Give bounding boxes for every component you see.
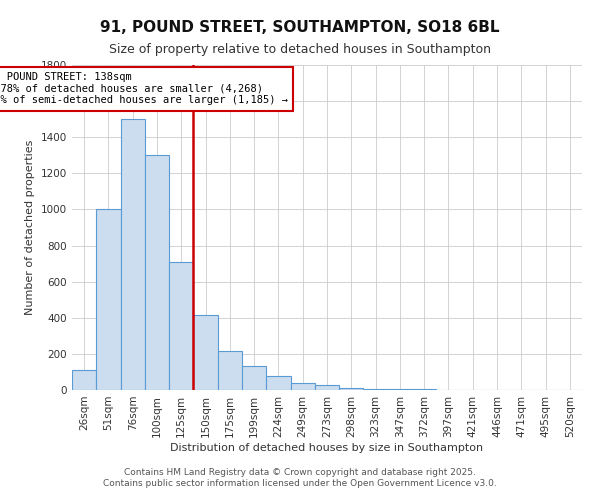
Bar [218, 351, 242, 390]
Text: 91 POUND STREET: 138sqm
← 78% of detached houses are smaller (4,268)
22% of semi: 91 POUND STREET: 138sqm ← 78% of detache… [0, 72, 287, 106]
Text: Size of property relative to detached houses in Southampton: Size of property relative to detached ho… [109, 42, 491, 56]
Bar [339, 388, 364, 390]
X-axis label: Distribution of detached houses by size in Southampton: Distribution of detached houses by size … [170, 442, 484, 452]
Bar [145, 156, 169, 390]
Y-axis label: Number of detached properties: Number of detached properties [25, 140, 35, 315]
Bar [388, 389, 412, 390]
Bar [96, 210, 121, 390]
Bar [242, 366, 266, 390]
Bar [266, 376, 290, 390]
Bar [290, 383, 315, 390]
Bar [364, 388, 388, 390]
Bar [169, 262, 193, 390]
Bar [72, 370, 96, 390]
Text: 91, POUND STREET, SOUTHAMPTON, SO18 6BL: 91, POUND STREET, SOUTHAMPTON, SO18 6BL [100, 20, 500, 35]
Bar [193, 315, 218, 390]
Text: Contains HM Land Registry data © Crown copyright and database right 2025.
Contai: Contains HM Land Registry data © Crown c… [103, 468, 497, 487]
Bar [121, 119, 145, 390]
Bar [315, 386, 339, 390]
